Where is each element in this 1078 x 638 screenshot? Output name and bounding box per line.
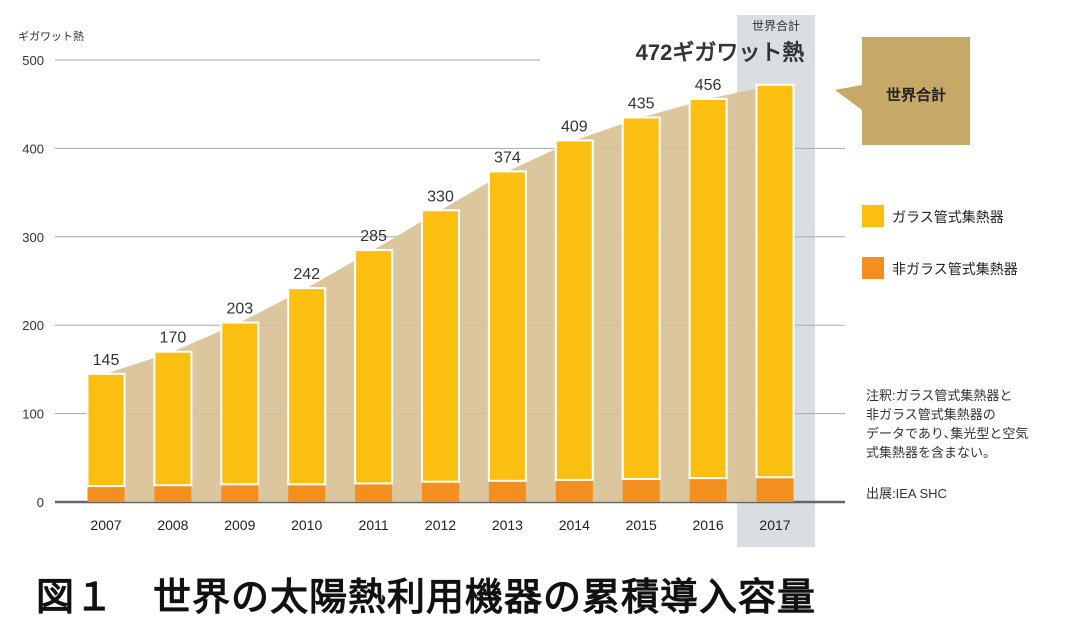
- y-tick-label: 100: [22, 407, 44, 422]
- bar-glass: [354, 249, 394, 485]
- figure-title: 図１ 世界の太陽熱利用機器の累積導入容量: [36, 575, 817, 619]
- x-tick-label: 2014: [559, 517, 590, 533]
- y-tick-label: 400: [22, 141, 44, 156]
- bar-non-glass: [355, 483, 393, 502]
- callout-box: [835, 37, 970, 145]
- bar-glass: [287, 287, 327, 486]
- legend-swatch: [862, 205, 884, 227]
- note-line: 非ガラス管式集熱器の: [866, 407, 996, 422]
- note-line: 式集熱器を含まない。: [866, 445, 996, 460]
- x-tick-label: 2012: [425, 517, 456, 533]
- x-tick-label: 2015: [626, 517, 657, 533]
- note-line: 注釈:ガラス管式集熱器と: [866, 388, 1012, 403]
- bar-non-glass: [87, 486, 125, 502]
- y-tick-label: 200: [22, 318, 44, 333]
- bar-glass: [153, 350, 193, 487]
- bar-non-glass: [154, 485, 192, 502]
- bar-non-glass: [288, 484, 326, 502]
- bar-glass: [688, 97, 728, 480]
- bar-non-glass: [555, 479, 593, 502]
- bar-glass: [554, 139, 594, 481]
- legend-swatch: [862, 257, 884, 279]
- callout-label: 世界合計: [886, 86, 946, 104]
- data-label: 456: [695, 77, 722, 94]
- data-label: 374: [494, 149, 521, 166]
- data-label: 170: [160, 330, 187, 347]
- x-tick-label: 2016: [693, 517, 724, 533]
- legend-label: ガラス管式集熱器: [892, 209, 1004, 225]
- highlight-label-small: 世界合計: [752, 18, 800, 33]
- y-tick-label: 500: [22, 53, 44, 68]
- source-label: 出展:IEA SHC: [866, 486, 947, 501]
- bar-non-glass: [488, 480, 526, 502]
- bar-glass: [86, 372, 126, 488]
- bar-non-glass: [756, 477, 794, 502]
- y-tick-label: 300: [22, 230, 44, 245]
- bar-glass: [621, 116, 661, 481]
- data-label: 409: [561, 118, 588, 135]
- data-label: 330: [427, 188, 454, 205]
- legend-label: 非ガラス管式集熱器: [892, 261, 1018, 277]
- data-label: 242: [293, 266, 320, 283]
- data-label: 203: [226, 301, 253, 318]
- highlight-label-total: 472ギガワット熱: [636, 40, 805, 65]
- x-tick-label: 2017: [759, 517, 790, 533]
- x-tick-label: 2007: [90, 517, 121, 533]
- bar-non-glass: [689, 478, 727, 502]
- bar-glass: [421, 209, 460, 483]
- y-axis-label: ギガワット熱: [18, 30, 84, 43]
- bar-glass: [487, 170, 527, 482]
- x-tick-label: 2011: [359, 517, 389, 533]
- x-tick-label: 2009: [224, 517, 255, 533]
- bar-non-glass: [221, 484, 259, 502]
- chart-svg: 0 100 200 300 400 500 ギガワット熱 2007 145 2008 170 2009…: [18, 15, 1028, 547]
- bar-glass: [220, 321, 260, 486]
- note-line: データであり､集光型と空気: [866, 426, 1028, 441]
- x-tick-label: 2010: [291, 517, 322, 533]
- data-label: 145: [93, 352, 120, 369]
- bar-glass: [755, 83, 795, 479]
- data-label: 285: [360, 228, 387, 245]
- x-tick-label: 2008: [157, 517, 188, 533]
- bar-non-glass: [622, 479, 660, 502]
- data-label: 435: [628, 95, 655, 112]
- y-tick-label: 0: [37, 495, 44, 510]
- bar-non-glass: [422, 481, 459, 502]
- x-tick-label: 2013: [492, 517, 523, 533]
